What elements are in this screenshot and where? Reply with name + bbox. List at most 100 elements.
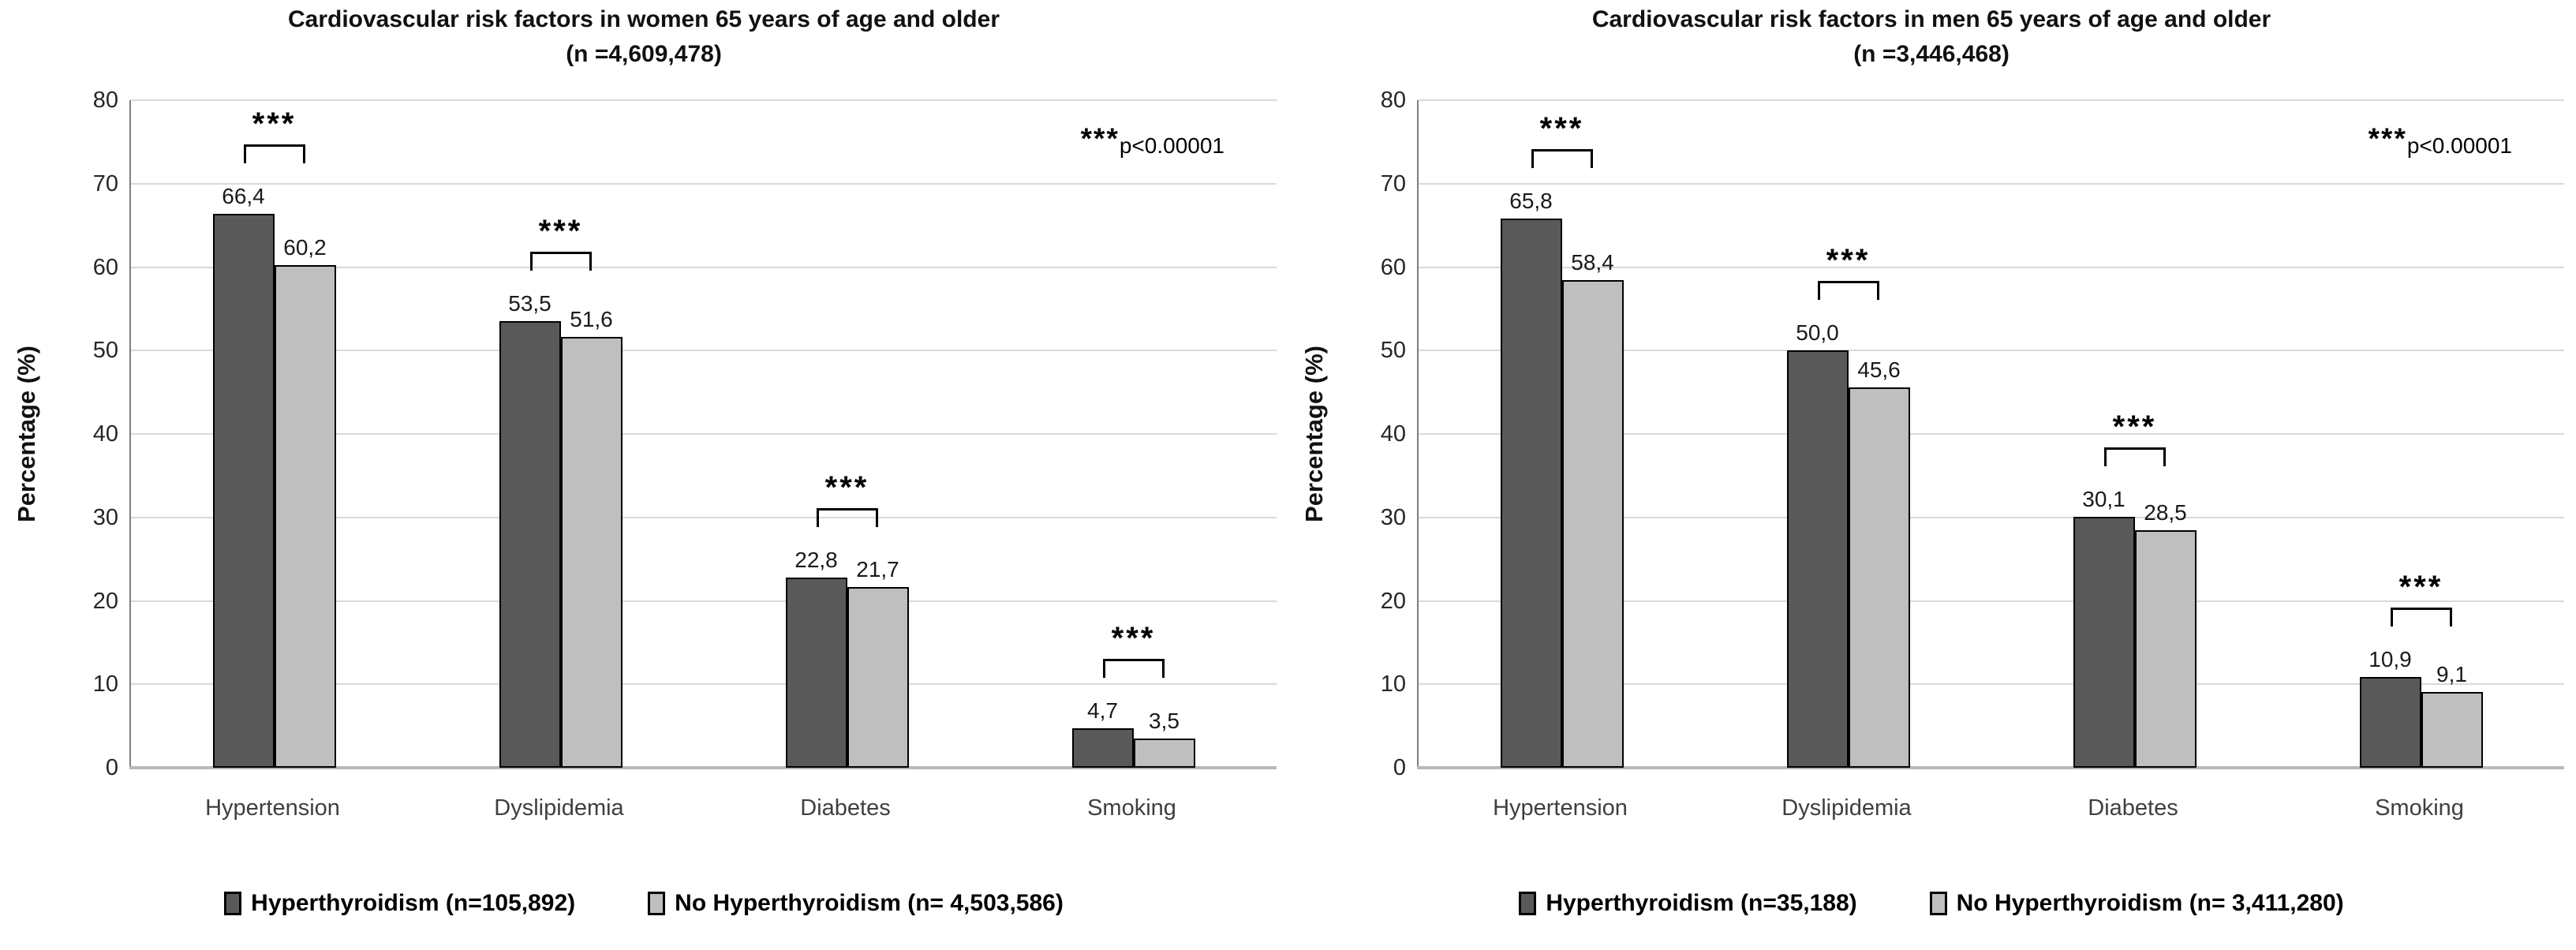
p-value-annotation: *** p<0.00001 <box>2368 122 2512 157</box>
chart-subtitle-women-n: (n =4,609,478) <box>566 41 722 67</box>
bar-no-hyperthyroidism <box>2134 529 2197 768</box>
bar-no-hyperthyroidism <box>1848 387 1910 768</box>
y-tick-label: 10 <box>92 671 118 698</box>
bar-value-label: 9,1 <box>2436 661 2467 686</box>
significance-bracket <box>1102 659 1165 679</box>
chart-panel-women: Cardiovascular risk factors in women 65 … <box>2 6 1277 917</box>
y-axis-label-box: Percentage (%) <box>2 100 52 768</box>
significance-stars: *** <box>1539 111 1584 147</box>
bar-hyperthyroidism <box>1500 219 1562 768</box>
bar-value-label: 50,0 <box>1796 320 1839 346</box>
y-tick-label: 50 <box>1380 338 1406 364</box>
y-tick-label: 50 <box>92 338 118 364</box>
significance-bracket <box>243 144 305 163</box>
gridline <box>1419 600 2564 602</box>
significance-bracket <box>2390 607 2452 626</box>
legend-label-no-hyperthyroidism: No Hyperthyroidism (n= 4,503,586) <box>675 890 1064 916</box>
bar-hyperthyroidism <box>1786 350 1849 768</box>
gridline <box>1419 99 2564 101</box>
significance-stars: *** <box>1826 243 1871 279</box>
x-axis-category-label: Hypertension <box>205 795 340 821</box>
bar-hyperthyroidism <box>2073 516 2135 768</box>
significance-bracket <box>2103 447 2166 466</box>
gridline <box>131 182 1277 185</box>
significance-bracket <box>1817 281 1879 301</box>
legend-label-hyperthyroidism: Hyperthyroidism (n=105,892) <box>251 890 576 916</box>
significance-stars: *** <box>538 214 583 249</box>
bar-no-hyperthyroidism <box>847 586 909 768</box>
bar-value-label: 22,8 <box>794 547 838 572</box>
p-value-annotation: *** p<0.00001 <box>1080 122 1224 158</box>
bar-hyperthyroidism <box>499 321 561 768</box>
bar-no-hyperthyroidism <box>560 337 623 768</box>
bar-value-label: 10,9 <box>2368 646 2412 671</box>
significance-stars: *** <box>1111 621 1156 656</box>
y-tick-label: 60 <box>92 254 118 280</box>
bar-value-label: 30,1 <box>2082 486 2125 511</box>
x-axis-category-label: Diabetes <box>2088 795 2178 821</box>
gridline <box>131 350 1277 352</box>
y-tick-label: 70 <box>92 170 118 196</box>
y-tick-label: 20 <box>92 588 118 614</box>
bar-no-hyperthyroidism <box>1133 738 1195 768</box>
bar-value-label: 65,8 <box>1509 189 1553 214</box>
bar-hyperthyroidism <box>1071 728 1134 768</box>
plot-area-men: *** p<0.00001 65,8 58,4 *** 50,0 45,6 *** 30,1… <box>1417 99 2564 769</box>
y-axis-label-box: Percentage (%) <box>1289 100 1340 768</box>
y-tick-label: 80 <box>1380 88 1406 113</box>
legend-item-hyperthyroidism: Hyperthyroidism (n=105,892) <box>224 890 575 917</box>
y-axis-label: Percentage (%) <box>13 346 40 522</box>
gridline <box>131 266 1277 268</box>
bar-value-label: 4,7 <box>1087 698 1118 724</box>
significance-stars: *** <box>2368 122 2407 155</box>
bar-value-label: 58,4 <box>1571 250 1614 275</box>
significance-stars: *** <box>2398 569 2443 604</box>
gridline <box>131 99 1277 101</box>
gridline <box>131 433 1277 435</box>
legend-men: Hyperthyroidism (n=35,188) No Hyperthyro… <box>1288 890 2575 917</box>
bar-no-hyperthyroidism <box>274 265 336 768</box>
gridline <box>1419 350 2564 352</box>
x-axis-category-label: Dyslipidemia <box>1782 795 1912 821</box>
significance-stars: *** <box>2112 409 2157 444</box>
legend-item-hyperthyroidism: Hyperthyroidism (n=35,188) <box>1519 890 1857 917</box>
bar-hyperthyroidism <box>785 577 847 768</box>
bar-value-label: 60,2 <box>283 235 327 260</box>
significance-stars: *** <box>824 469 869 505</box>
gridline <box>131 600 1277 602</box>
bar-value-label: 66,4 <box>222 183 265 208</box>
legend-label-no-hyperthyroidism: No Hyperthyroidism (n= 3,411,280) <box>1956 890 2344 916</box>
gridline <box>1419 683 2564 686</box>
legend-label-hyperthyroidism: Hyperthyroidism (n=35,188) <box>1546 890 1857 916</box>
gridline <box>131 516 1277 518</box>
legend-swatch-no-hyperthyroidism <box>648 892 666 915</box>
bar-no-hyperthyroidism <box>2421 691 2483 768</box>
legend-item-no-hyperthyroidism: No Hyperthyroidism (n= 4,503,586) <box>648 890 1064 917</box>
significance-bracket <box>1531 149 1593 169</box>
bar-value-label: 28,5 <box>2144 499 2187 525</box>
bar-value-label: 45,6 <box>1857 357 1901 382</box>
p-value-text: p<0.00001 <box>1119 133 1224 158</box>
bar-hyperthyroidism <box>212 213 275 768</box>
y-tick-label: 60 <box>1380 254 1406 280</box>
legend-swatch-no-hyperthyroidism <box>1929 892 1947 915</box>
bar-value-label: 21,7 <box>856 556 899 582</box>
y-tick-label: 30 <box>1380 504 1406 530</box>
bar-value-label: 3,5 <box>1149 708 1180 733</box>
x-axis-category-label: Dyslipidemia <box>494 795 624 821</box>
legend-item-no-hyperthyroidism: No Hyperthyroidism (n= 3,411,280) <box>1929 890 2344 917</box>
gridline <box>1419 266 2564 268</box>
plot-area-women: *** p<0.00001 66,4 60,2 *** 53,5 51,6 *** 22,8… <box>129 99 1277 769</box>
x-axis-category-label: Smoking <box>2375 795 2464 821</box>
x-axis-baseline <box>1417 766 2564 769</box>
x-axis-baseline <box>129 766 1277 769</box>
bar-no-hyperthyroidism <box>1561 280 1624 768</box>
bar-hyperthyroidism <box>2359 676 2421 768</box>
y-tick-label: 0 <box>1393 755 1406 780</box>
gridline <box>131 683 1277 686</box>
significance-stars: *** <box>1080 122 1120 155</box>
gridline <box>1419 433 2564 435</box>
x-axis-category-label: Smoking <box>1087 795 1176 821</box>
y-tick-label: 0 <box>105 755 118 780</box>
